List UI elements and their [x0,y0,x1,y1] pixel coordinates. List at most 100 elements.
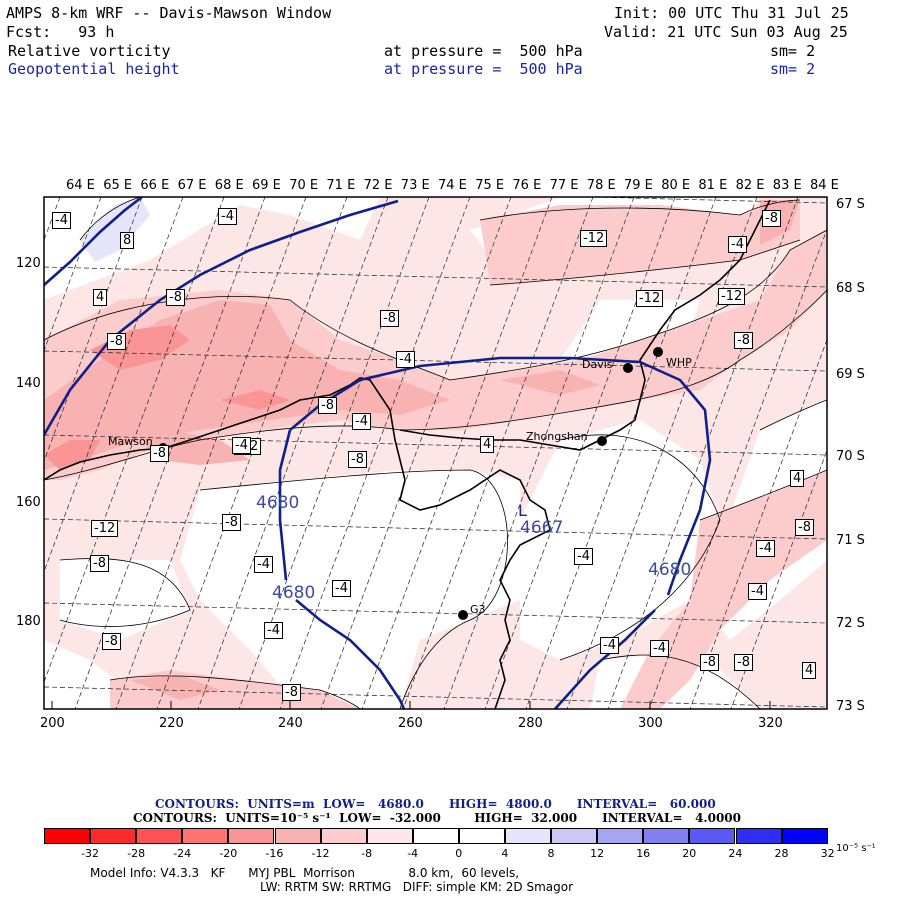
meridian-line [44,197,102,352]
station-label: Davis [582,358,613,371]
vorticity-contour-label: -8 [150,445,169,462]
grid-y-label: 120 [16,256,41,271]
shaded-vorticity [44,197,827,709]
lon-label: 84 E [810,178,839,193]
meridian-line [74,197,266,709]
lon-label: 67 E [177,178,207,193]
meridian-line [730,449,827,709]
vorticity-contour-label: 8 [120,232,135,249]
vorticity-contour-label: -4 [396,351,415,368]
station-marker [597,436,607,446]
lon-label: 79 E [624,178,653,193]
lon-label: 76 E [512,178,542,193]
meridian-line [197,197,389,709]
vorticity-contour-label: -4 [756,540,775,557]
colorbar-tick-label: -4 [407,847,419,860]
lat-label: 72 S [836,616,865,631]
colorbar-tick-label: 20 [682,847,697,860]
colorbar-swatch [320,828,367,844]
vorticity-contour-label: -12 [91,520,119,537]
model-info: Model Info: V4.3.3 KF MYJ PBL Morrison 8… [90,866,520,880]
lon-label: 64 E [66,178,95,193]
colorbar-swatch [412,828,459,844]
valid-time: Valid: 21 UTC Sun 03 Aug 25 [604,23,848,41]
vorticity-contour-label: -8 [222,514,241,531]
colorbar-tick-label: 16 [636,847,651,860]
vorticity-contour-label: -4 [728,236,747,253]
lon-label: 82 E [735,178,765,193]
field2-smoothing: sm= 2 [770,60,816,78]
lon-label: 77 E [549,178,579,193]
lat-label: 68 S [836,281,865,296]
vorticity-contour-label: -4 [264,622,283,639]
map-frame [43,196,828,710]
vorticity-contour-label: -8 [318,397,337,414]
vorticity-contour-label: -4 [352,413,371,430]
vorticity-contour-label: -4 [218,208,237,225]
vorticity-contour-label: -12 [580,230,608,247]
colorbar-swatch [44,828,91,844]
lon-label: 78 E [586,178,616,193]
meridian-line [689,338,827,709]
vorticity-contour-label: -4 [748,583,767,600]
lat-label: 69 S [836,367,865,382]
vorticity-contours [44,197,827,709]
colorbar-tick-label: -8 [361,847,373,860]
field1-name: Relative vorticity [8,42,171,60]
lon-label: 80 E [661,178,691,193]
colorbar-tick-label: 32 [820,847,835,860]
field1-smoothing: sm= 2 [770,42,816,60]
vorticity-contour-label: -4 [600,637,619,654]
colorbar-swatch [136,828,183,844]
grid-x-label: 240 [278,716,303,731]
colorbar-tick-label: -16 [265,847,284,860]
parallel-line [578,197,827,204]
vorticity-contour-label: -4 [52,212,71,229]
vorticity-contour-label: -12 [636,290,664,307]
station-label: G3 [470,603,486,616]
colorbar-tick-label: 4 [501,847,509,860]
init-time: Init: 00 UTC Thu 31 Jul 25 [614,4,849,22]
colorbar-swatch [551,828,598,844]
parallel-line [44,266,827,288]
grid-x-label: 200 [40,716,65,731]
meridian-line [607,197,799,709]
vorticity-contour-label: -4 [232,437,251,454]
grid-y-label: 160 [16,495,41,510]
lon-label: 74 E [438,178,467,193]
station-label: WHP [666,356,692,369]
colorbar-tick-label: -32 [81,847,99,860]
colorbar-tick-label: -12 [311,847,330,860]
meridian-line [44,197,225,684]
colorbar-tick-label: -28 [127,847,146,860]
vorticity-contour-label: -4 [650,640,669,657]
lon-label: 69 E [252,178,281,193]
vorticity-contour-label: -4 [574,548,593,565]
grid-x-label: 320 [758,716,783,731]
vorticity-contour-label: -8 [90,555,109,572]
vorticity-contour-label: -8 [102,633,121,650]
model-title: AMPS 8-km WRF -- Davis-Mawson Window [6,4,332,22]
parallel-line [44,518,827,540]
grid-x-label: 300 [638,716,663,731]
lat-lon-grid [44,197,827,791]
lon-label: 66 E [140,178,170,193]
meridian-line [484,197,676,709]
colorbar-swatch [458,828,505,844]
colorbar-tick-label: 12 [590,847,605,860]
geopotential-height-contours [44,197,712,709]
station-label: Mawson [108,435,153,448]
low-center-marker: L [518,501,527,520]
vorticity-contour-label: 4 [93,289,108,306]
field2-level: at pressure = 500 hPa [384,60,583,78]
station-marker [623,363,633,373]
vorticity-contour-label: -4 [254,556,273,573]
vorticity-contour-label: 4 [790,470,805,487]
colorbar-swatch [689,828,736,844]
station-marker [458,610,468,620]
colorbar-swatch [182,828,229,844]
parallel-line [44,434,827,456]
parallel-line [44,771,827,791]
lon-label: 75 E [475,178,505,193]
colorbar-tick-label: -24 [173,847,192,860]
